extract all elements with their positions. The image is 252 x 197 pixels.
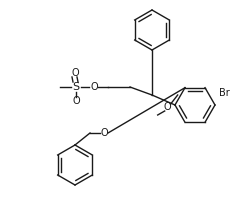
Text: Br: Br [219,88,230,98]
Text: O: O [164,102,172,112]
Text: O: O [100,128,108,138]
Text: O: O [71,68,79,78]
Text: O: O [72,96,80,106]
Text: S: S [72,82,80,92]
Text: O: O [90,82,98,92]
